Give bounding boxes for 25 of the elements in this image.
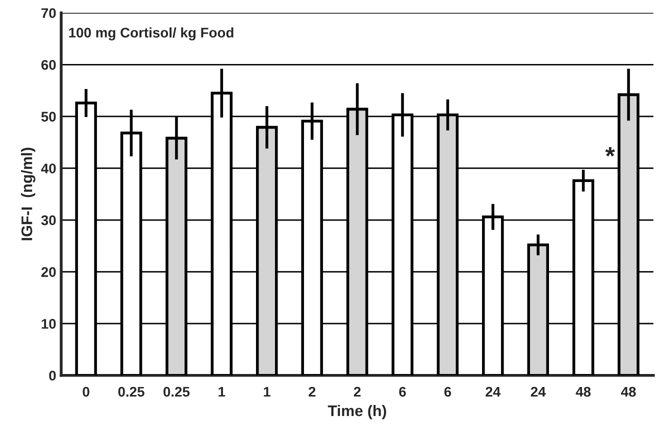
y-tick-label: 10 bbox=[42, 318, 56, 329]
x-tick-label: 2 bbox=[354, 386, 361, 397]
y-tick-label: 50 bbox=[41, 112, 56, 122]
x-tick-label: 1 bbox=[218, 386, 226, 397]
y-tick-label: 40 bbox=[41, 164, 56, 174]
x-tick-label: 0.25 bbox=[164, 386, 190, 397]
y-tick-label: 20 bbox=[41, 267, 56, 277]
x-tick-label: 48 bbox=[576, 386, 591, 397]
y-axis-title: IGF-I (ng/ml) bbox=[21, 148, 36, 240]
x-axis-title: Time (h) bbox=[328, 404, 386, 420]
y-tick-label: 60 bbox=[41, 60, 56, 70]
y-tick-label: 0 bbox=[49, 370, 56, 381]
x-tick-label: 48 bbox=[621, 386, 636, 397]
x-tick-label: 1 bbox=[264, 386, 270, 397]
x-tick-label: 0.25 bbox=[118, 386, 144, 397]
x-tick-label: 6 bbox=[399, 386, 406, 397]
y-tick-label: 70 bbox=[41, 8, 56, 18]
x-tick-label: 24 bbox=[486, 386, 501, 397]
x-tick-label: 0 bbox=[82, 386, 90, 397]
x-tick-label: 2 bbox=[308, 386, 316, 397]
x-tick-label: 24 bbox=[530, 386, 546, 397]
y-tick-label: 30 bbox=[41, 215, 56, 226]
annotation: * bbox=[605, 147, 615, 156]
annotation: 100 mg Cortisol/ kg Food bbox=[69, 27, 234, 40]
x-tick-label: 6 bbox=[444, 386, 452, 397]
